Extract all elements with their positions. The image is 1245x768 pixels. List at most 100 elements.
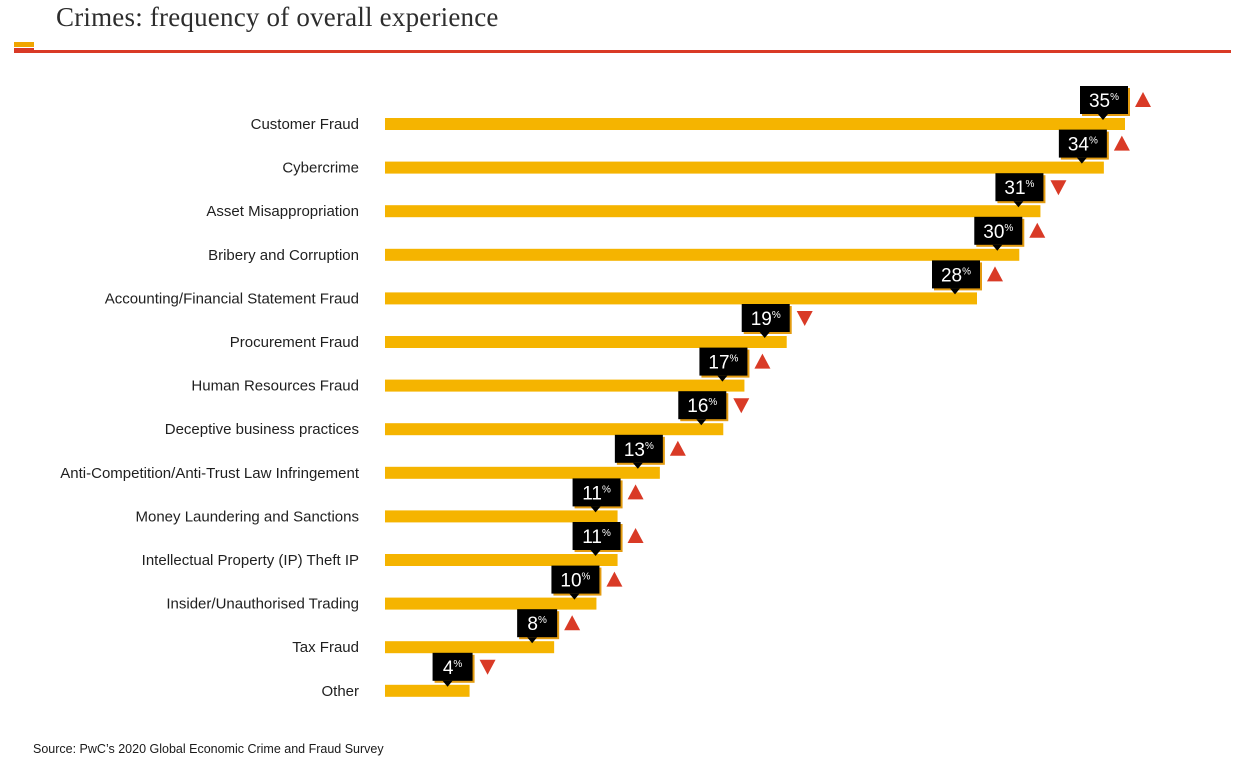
value-badge-pointer (527, 637, 538, 644)
value-badge (572, 522, 621, 550)
value-badge-pointer (590, 550, 601, 556)
category-label: Money Laundering and Sanctions (136, 508, 360, 525)
data-label: 13% (624, 440, 654, 461)
bar-row: Accounting/Financial Statement Fraud 28% (105, 260, 1003, 307)
brand-stripe-top (14, 42, 34, 47)
category-label: Human Resources Fraud (191, 378, 359, 395)
value-badge (995, 173, 1044, 202)
value-badge-pointer (632, 462, 643, 469)
data-label: 10% (560, 571, 590, 592)
data-label: 30% (983, 222, 1013, 243)
value-badge-pointer (717, 375, 728, 382)
trend-up-icon (606, 571, 623, 587)
value-badge-pointer (442, 680, 453, 687)
trend-up-icon (627, 528, 644, 543)
trend-up-icon (987, 266, 1003, 282)
category-label: Intellectual Property (IP) Theft IP (142, 552, 359, 569)
bar (385, 510, 618, 523)
trend-up-icon (669, 440, 686, 456)
bar-row: Other 4% (321, 652, 496, 700)
data-label: 19% (751, 309, 781, 330)
category-label: Customer Fraud (251, 116, 359, 133)
header-rule (14, 50, 1231, 53)
category-label: Asset Misappropriation (206, 203, 359, 220)
category-label: Other (321, 683, 359, 700)
category-label: Procurement Fraud (230, 334, 359, 351)
trend-down-icon (733, 398, 750, 414)
value-badge-pointer (1013, 201, 1024, 208)
category-label: Deceptive business practices (165, 421, 359, 438)
data-label: 28% (941, 265, 971, 286)
value-badge (551, 565, 600, 594)
category-label: Anti-Competition/Anti-Trust Law Infringe… (60, 465, 360, 482)
trend-up-icon (1113, 135, 1130, 151)
bar (385, 466, 660, 479)
value-badge (1058, 129, 1107, 158)
data-label: 4% (443, 658, 463, 679)
source-note: Source: PwC’s 2020 Global Economic Crime… (33, 742, 384, 756)
data-label: 31% (1004, 178, 1034, 199)
bar-row: Bribery and Corruption 30% (208, 216, 1046, 264)
value-badge-pointer (569, 593, 580, 600)
trend-up-icon (627, 484, 644, 500)
value-badge-pointer (1076, 157, 1087, 164)
value-badge (517, 609, 558, 638)
bar-row: Cybercrime 34% (282, 129, 1130, 177)
data-label: 8% (527, 614, 547, 635)
bar-row: Human Resources Fraud 17% (191, 347, 771, 395)
value-badge-pointer (950, 288, 960, 295)
bar (385, 248, 1020, 261)
value-badge (432, 652, 473, 681)
value-badge (1080, 86, 1128, 114)
bar-row: Customer Fraud 35% (251, 86, 1151, 133)
value-badge-pointer (696, 419, 707, 426)
bar-row: Asset Misappropriation 31% (206, 173, 1067, 220)
value-badge-pointer (590, 506, 601, 513)
bar-row: Tax Fraud 8% (292, 609, 581, 656)
value-badge-pointer (1098, 114, 1108, 120)
value-badge-pointer (992, 244, 1003, 251)
category-label: Cybercrime (282, 160, 359, 177)
value-badge (974, 216, 1023, 245)
bar (385, 423, 724, 436)
bar (385, 597, 597, 610)
bar (385, 161, 1104, 174)
data-label: 11% (582, 483, 611, 504)
bar-row: Intellectual Property (IP) Theft IP 11% (142, 522, 644, 569)
bar-row: Procurement Fraud 19% (230, 304, 813, 351)
bar (385, 641, 555, 654)
value-badge (572, 478, 621, 507)
value-badge (699, 347, 748, 376)
category-label: Accounting/Financial Statement Fraud (105, 290, 359, 307)
trend-up-icon (1029, 222, 1046, 238)
bar (385, 684, 470, 697)
bar (385, 554, 618, 566)
bar-row: Anti-Competition/Anti-Trust Law Infringe… (60, 434, 686, 482)
data-label: 16% (687, 396, 717, 417)
page-title: Crimes: frequency of overall experience (56, 2, 499, 32)
trend-down-icon (479, 659, 496, 675)
data-label: 11% (582, 527, 611, 548)
bar (385, 292, 977, 305)
bar-row: Insider/Unauthorised Trading 10% (166, 565, 623, 613)
value-badge-pointer (759, 332, 770, 338)
category-label: Tax Fraud (292, 639, 359, 656)
data-label: 17% (708, 353, 738, 374)
value-badge (932, 260, 980, 289)
category-label: Bribery and Corruption (208, 247, 359, 264)
value-badge (614, 434, 663, 463)
bar (385, 336, 787, 348)
bar (385, 118, 1125, 130)
value-badge (741, 304, 790, 332)
bar (385, 379, 745, 392)
category-label: Insider/Unauthorised Trading (166, 596, 359, 613)
trend-up-icon (1135, 92, 1151, 107)
trend-down-icon (796, 311, 813, 326)
bar-row: Deceptive business practices 16% (165, 391, 750, 438)
trend-down-icon (1050, 180, 1067, 196)
value-badge (678, 391, 727, 420)
data-label: 34% (1068, 135, 1098, 156)
data-label: 35% (1089, 91, 1119, 112)
bar (385, 205, 1041, 218)
